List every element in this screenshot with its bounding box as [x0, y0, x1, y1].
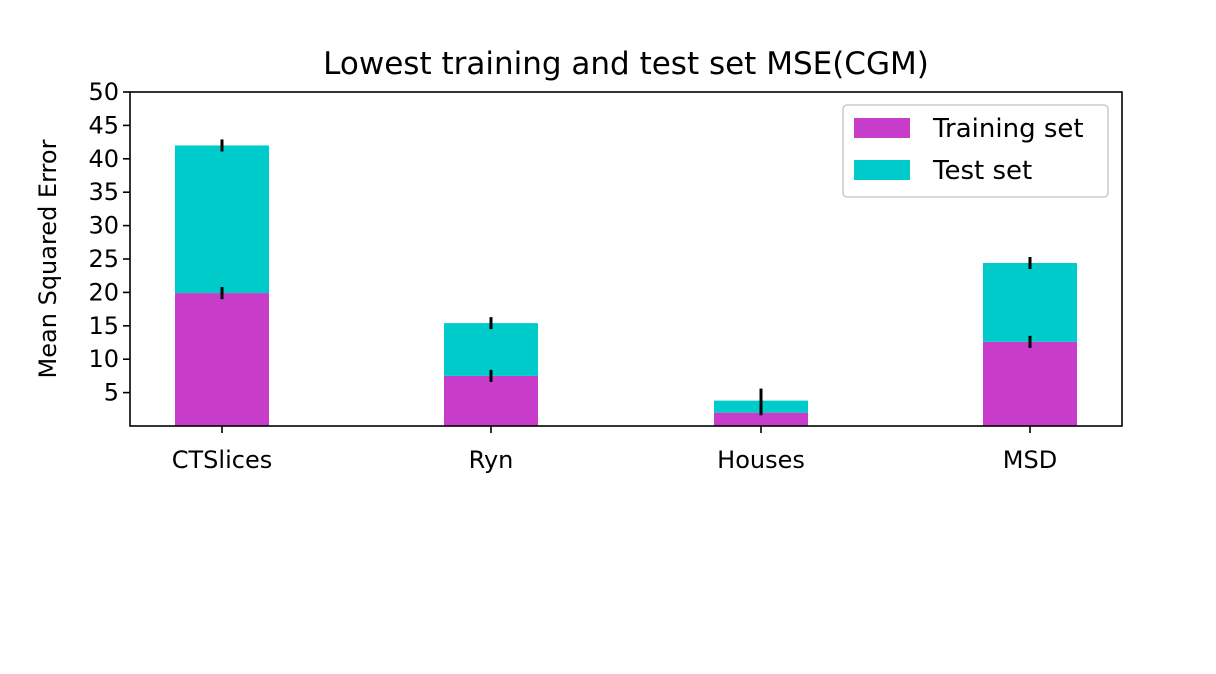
- x-tick-label-houses: Houses: [717, 446, 805, 474]
- legend-label-test: Test set: [932, 156, 1032, 186]
- y-tick-label: 45: [88, 111, 119, 139]
- bar-training-ctslices: [175, 293, 269, 426]
- bar-test-msd: [983, 263, 1077, 342]
- bar-training-msd: [983, 341, 1077, 426]
- bars-layer: [175, 145, 1077, 426]
- y-axis: 5 10 15 20 25 30 35 40 45 50: [88, 78, 130, 407]
- bar-test-ryn: [444, 323, 538, 376]
- y-tick-label: 25: [88, 245, 119, 273]
- y-tick-label: 5: [104, 379, 119, 407]
- legend: Training set Test set: [842, 104, 1109, 198]
- y-tick-label: 40: [88, 145, 119, 173]
- y-tick-label: 35: [88, 178, 119, 206]
- y-tick-label: 15: [88, 312, 119, 340]
- errorbars-layer: [220, 139, 1032, 416]
- y-tick-label: 30: [88, 212, 119, 240]
- legend-label-training: Training set: [932, 114, 1084, 144]
- chart-title: Lowest training and test set MSE(CGM): [323, 46, 929, 82]
- x-tick-label-ctslices: CTSlices: [172, 446, 272, 474]
- bar-test-ctslices: [175, 145, 269, 294]
- legend-swatch-test: [854, 160, 910, 180]
- x-tick-label-ryn: Ryn: [469, 446, 514, 474]
- legend-swatch-training: [854, 118, 910, 138]
- x-tick-label-msd: MSD: [1003, 446, 1057, 474]
- y-axis-label: Mean Squared Error: [34, 139, 62, 378]
- y-tick-label: 50: [88, 78, 119, 106]
- y-tick-label: 20: [88, 278, 119, 306]
- y-tick-label: 10: [88, 345, 119, 373]
- x-axis: CTSlices Ryn Houses MSD: [172, 426, 1057, 474]
- bar-training-houses: [714, 412, 808, 426]
- bar-training-ryn: [444, 375, 538, 426]
